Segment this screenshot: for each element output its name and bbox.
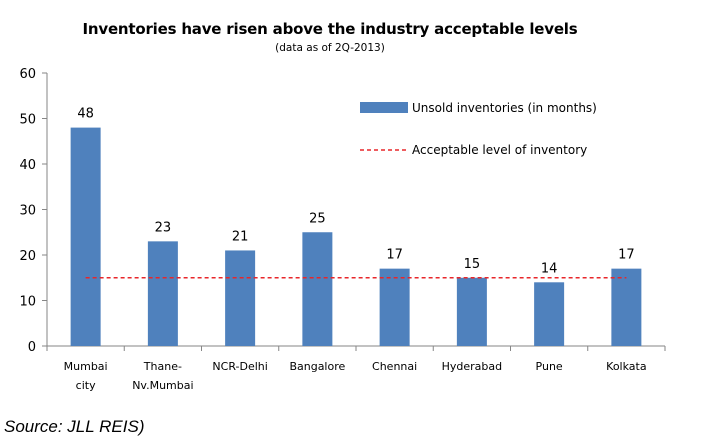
y-tick-label: 60 [19,67,36,82]
bar-value-label: 14 [541,261,558,276]
y-tick-label: 0 [28,340,36,355]
y-axis: 0 10 20 30 40 50 60 [19,67,48,355]
bar-value-label: 15 [464,257,481,272]
bars [70,127,642,346]
bar-labels: 48 23 21 25 17 15 14 17 [77,107,634,277]
legend-label-reference: Acceptable level of inventory [412,143,587,157]
x-axis [46,345,666,351]
y-tick-label: 10 [19,295,36,310]
category-label: Mumbai [64,360,108,373]
bar [225,250,256,346]
category-label: Bangalore [289,360,345,373]
category-label: Chennai [372,360,417,373]
bar [302,232,333,346]
category-label: NCR-Delhi [212,360,267,373]
bar [70,127,101,346]
y-tick-label: 20 [19,249,36,264]
chart-title: Inventories have risen above the industr… [82,20,578,38]
category-labels: Mumbai city Thane- Nv.Mumbai NCR-Delhi Bangal… [64,360,647,392]
bar [611,268,642,346]
category-label: Pune [536,360,563,373]
bar-value-label: 25 [309,211,326,226]
source-note: Source: JLL REIS) [4,417,145,436]
category-label: Hyderabad [442,360,503,373]
category-label: Kolkata [606,360,646,373]
bar-value-label: 21 [232,229,249,244]
legend-label-bars: Unsold inventories (in months) [412,101,597,115]
bar [534,282,565,346]
category-label: city [76,379,96,392]
category-label: Nv.Mumbai [132,379,193,392]
bar-value-label: 48 [77,107,94,122]
legend-swatch-bars [360,102,408,113]
category-label: Thane- [143,360,182,373]
bar [379,268,410,346]
bar-value-label: 17 [618,248,635,263]
chart-subtitle: (data as of 2Q-2013) [275,42,385,54]
bar [147,241,178,346]
legend: Unsold inventories (in months) Acceptable… [360,101,597,157]
bar-value-label: 23 [155,220,172,235]
bar [456,277,487,346]
y-tick-label: 50 [19,113,36,128]
bar-value-label: 17 [386,248,403,263]
y-tick-label: 40 [19,158,36,173]
y-tick-label: 30 [19,204,36,219]
